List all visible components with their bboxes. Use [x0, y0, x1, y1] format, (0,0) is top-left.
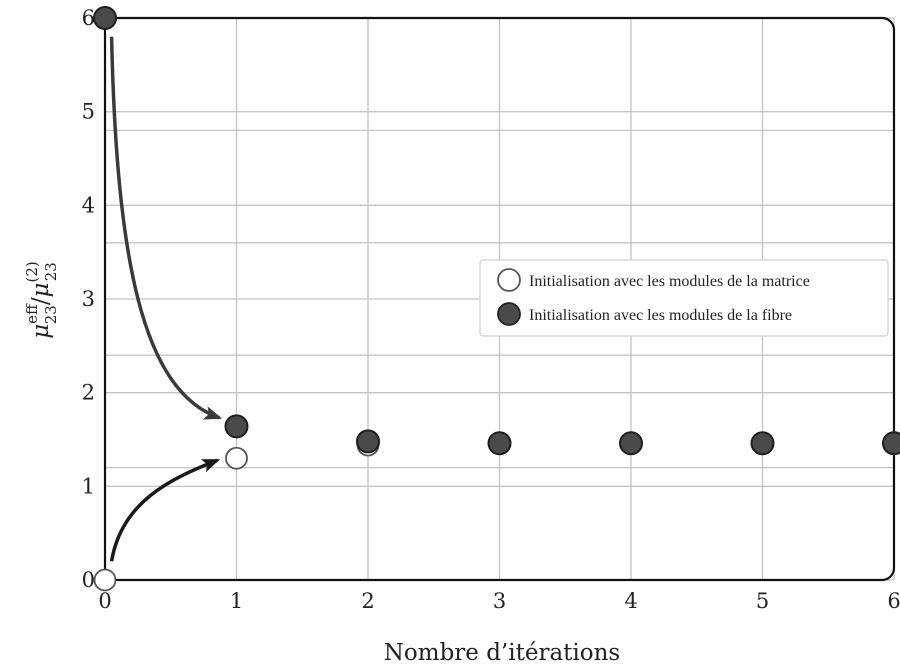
y-tick-label-1: 1 — [82, 474, 95, 498]
x-tick-label-5: 5 — [756, 589, 769, 613]
y-label-slash: / — [28, 297, 54, 305]
x-tick-label-0: 0 — [98, 589, 111, 613]
svg-text:μeff23/μ(2)23: μeff23/μ(2)23 — [23, 261, 60, 339]
y-label-num-sub: 23 — [42, 305, 60, 324]
legend-label-fibre: Initialisation avec les modules de la fi… — [529, 307, 792, 324]
secondary-grid — [105, 129, 894, 469]
x-tick-label-1: 1 — [230, 589, 243, 613]
point-fibre-3 — [487, 431, 512, 456]
y-tick-label-2: 2 — [82, 381, 95, 405]
point-fibre-2 — [356, 429, 380, 454]
legend-label-matrice: Initialisation avec les modules de la ma… — [529, 273, 810, 290]
legend-marker-fibre — [497, 302, 521, 326]
point-matrice-0 — [93, 568, 117, 592]
y-tick-label-3: 3 — [82, 287, 95, 311]
y-label-main-den: μ — [28, 282, 54, 297]
plot-frame — [103, 16, 896, 582]
x-tick-label-4: 4 — [624, 589, 637, 613]
legend-marker-matrice — [497, 268, 521, 292]
y-tick-labels: 0 1 2 3 4 5 6 — [82, 6, 95, 592]
y-tick-label-0: 0 — [82, 568, 95, 592]
x-axis-label: Nombre d’itérations — [384, 640, 620, 666]
y-label-den-sup: (2) — [23, 261, 41, 282]
point-fibre-5 — [750, 431, 775, 456]
x-tick-label-6: 6 — [887, 589, 900, 613]
legend-box — [479, 259, 889, 337]
x-tick-label-2: 2 — [361, 589, 374, 613]
annotation-arrow-0 — [109, 36, 223, 420]
annotation-arrows — [109, 36, 223, 562]
point-fibre-0 — [93, 6, 117, 30]
y-tick-label-4: 4 — [82, 193, 95, 217]
y-label-main: μ — [28, 324, 54, 339]
point-fibre-4 — [619, 431, 643, 456]
y-axis-label: μeff23/μ(2)23 — [23, 261, 60, 339]
point-fibre-1 — [224, 414, 249, 439]
y-label-den-sub: 23 — [42, 262, 60, 281]
point-fibre-6 — [882, 431, 900, 456]
annotation-arrow-1 — [109, 458, 221, 562]
y-tick-label-6: 6 — [82, 6, 95, 30]
legend: Initialisation avec les modules de la ma… — [479, 259, 889, 337]
x-tick-labels: 0 1 2 3 4 5 6 — [98, 589, 900, 613]
y-label-num-sup: eff — [23, 303, 41, 324]
point-matrice-1 — [225, 446, 248, 470]
y-tick-label-5: 5 — [82, 100, 95, 124]
x-tick-label-3: 3 — [493, 589, 506, 613]
data-points — [93, 6, 900, 592]
